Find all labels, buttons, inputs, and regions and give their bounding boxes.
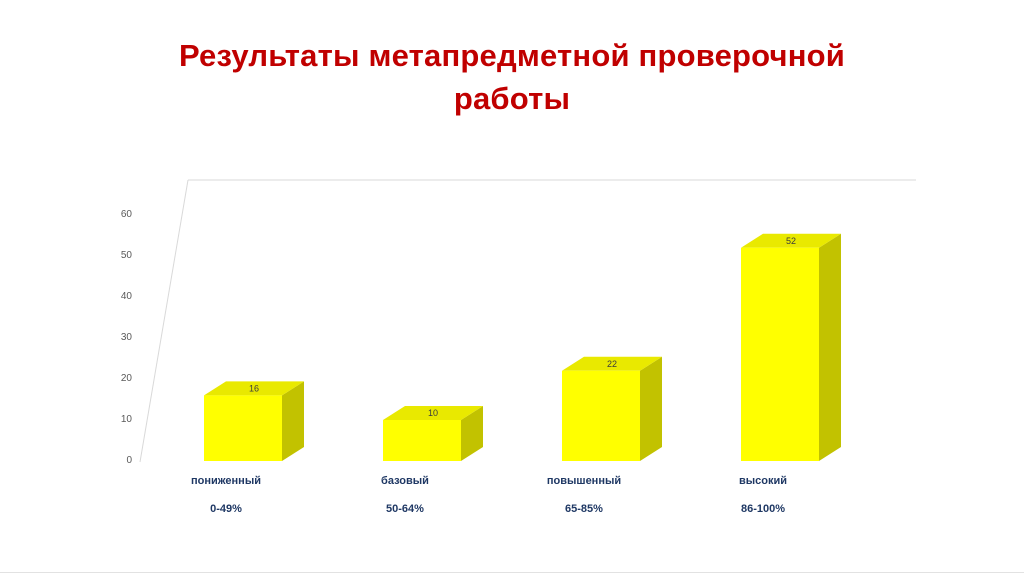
slide-bottom-border (0, 572, 1024, 573)
bar-side-face (282, 381, 304, 461)
bar-top-face (741, 233, 841, 248)
category-range-label-3: 65-85% (565, 503, 603, 515)
bar-value-label: 10 (428, 408, 438, 418)
bar-group-базовый: 10 (383, 406, 483, 461)
slide-title-line-2: работы (453, 81, 571, 116)
y-axis-tick-label-20: 20 (120, 373, 132, 384)
category-label-3: повышенный (546, 475, 622, 487)
bar-side-face (640, 356, 662, 461)
bar-side-face (461, 406, 483, 461)
y-axis-tick-label-0: 0 (126, 455, 132, 466)
bar-top-face (383, 406, 483, 420)
bar-value-label: 16 (249, 383, 259, 393)
bar-front-face (383, 420, 461, 461)
category-range-label-2: 50-64% (386, 503, 424, 515)
bar-top-face (204, 381, 304, 396)
category-label-1: пониженный (191, 475, 261, 487)
category-label-4: высокий (738, 475, 788, 487)
bar-group-высокий: 52 (741, 233, 841, 461)
bar-front-face (562, 370, 640, 461)
bar-group-повышенный: 22 (562, 356, 662, 461)
y-axis-tick-label-10: 10 (120, 414, 132, 425)
bar-front-face (204, 395, 282, 461)
bar-side-face (819, 233, 841, 461)
bar-group-пониженный: 16 (204, 381, 304, 461)
y-axis-tick-label-60: 60 (120, 209, 132, 220)
bar-front-face (741, 247, 819, 461)
y-axis-tick-label-30: 30 (120, 332, 132, 343)
y-axis-tick-label-40: 40 (120, 291, 132, 302)
category-range-label-4: 86-100% (740, 503, 786, 515)
bar-value-label: 22 (607, 359, 617, 369)
slide-title: Результаты метапредметной проверочной ра… (0, 34, 1024, 120)
category-label-2: базовый (381, 475, 429, 487)
category-range-label-1: 0-49% (210, 503, 242, 515)
slide-title-line-1: Результаты метапредметной проверочной (178, 38, 846, 73)
bar-top-face (562, 356, 662, 371)
bar-value-label: 52 (786, 236, 796, 246)
y-axis-tick-label-50: 50 (120, 250, 132, 261)
chart-wall-left-edge (139, 179, 189, 463)
